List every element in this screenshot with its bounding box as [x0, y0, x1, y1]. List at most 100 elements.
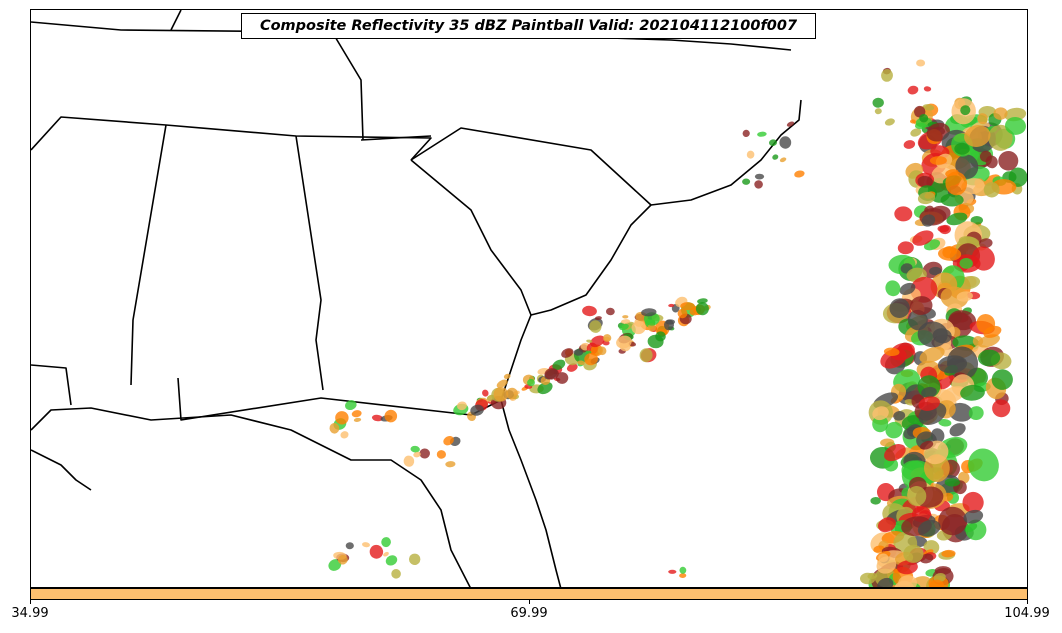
reflectivity-blob: [754, 180, 763, 189]
reflectivity-blob: [903, 544, 924, 563]
reflectivity-blob: [647, 323, 656, 332]
reflectivity-blob: [742, 129, 750, 138]
reflectivity-blob: [619, 323, 629, 331]
reflectivity-blob: [573, 348, 584, 356]
reflectivity-blob: [436, 450, 446, 459]
reflectivity-blob: [1004, 107, 1027, 122]
reflectivity-blob: [794, 170, 805, 178]
reflectivity-blob: [381, 537, 391, 548]
reflectivity-blob: [963, 509, 984, 524]
reflectivity-blob: [961, 178, 985, 195]
reflectivity-blob: [992, 399, 1011, 418]
colorbar-tick-label-middle: 69.99: [510, 606, 548, 621]
reflectivity-blob: [962, 491, 984, 514]
tennessee-southern-border: [31, 116, 432, 161]
reflectivity-blob: [1005, 116, 1026, 135]
reflectivity-blob: [965, 519, 987, 541]
reflectivity-blob: [695, 302, 709, 316]
reflectivity-blob: [916, 59, 926, 67]
florida-atlantic-coast: [500, 399, 562, 587]
chart-title: Composite Reflectivity 35 dBZ Paintball …: [241, 13, 816, 39]
reflectivity-blob: [940, 193, 964, 207]
reflectivity-blob: [586, 339, 593, 343]
reflectivity-blob: [577, 360, 585, 365]
reflectivity-blob: [337, 554, 348, 565]
reflectivity-blob: [639, 348, 653, 363]
reflectivity-blob: [978, 238, 993, 249]
reflectivity-blob: [896, 560, 918, 575]
reflectivity-blob: [877, 577, 894, 587]
reflectivity-blob: [881, 69, 893, 82]
reflectivity-blob: [594, 316, 602, 321]
reflectivity-blob: [371, 414, 383, 422]
louisiana-coast: [31, 449, 92, 491]
reflectivity-blob: [910, 296, 933, 315]
reflectivity-blob: [938, 506, 967, 536]
reflectivity-blob: [991, 369, 1013, 390]
reflectivity-blob: [506, 387, 518, 400]
reflectivity-blob: [493, 386, 509, 402]
reflectivity-blob: [923, 86, 932, 92]
reflectivity-blob: [956, 291, 973, 302]
reflectivity-blob: [934, 566, 952, 575]
reflectivity-blob: [983, 325, 1002, 338]
reflectivity-blob: [391, 568, 401, 579]
reflectivity-blob: [746, 150, 755, 159]
reflectivity-blob: [622, 315, 629, 319]
reflectivity-blob: [482, 389, 489, 397]
reflectivity-blob: [949, 423, 966, 437]
reflectivity-blob: [668, 303, 675, 308]
reflectivity-blob: [998, 150, 1019, 171]
reflectivity-blob: [910, 119, 916, 124]
reflectivity-blob: [921, 214, 936, 227]
reflectivity-blob: [985, 155, 998, 169]
colorbar: [30, 588, 1028, 600]
reflectivity-blob: [899, 282, 916, 295]
reflectivity-blob: [408, 553, 421, 565]
reflectivity-blob: [589, 320, 602, 333]
reflectivity-blob: [353, 417, 362, 422]
reflectivity-blob: [677, 308, 688, 319]
reflectivity-blob: [939, 224, 951, 235]
reflectivity-blob: [918, 396, 940, 411]
reflectivity-blob: [884, 118, 895, 126]
reflectivity-blob: [419, 448, 430, 459]
reflectivity-blob: [919, 440, 934, 450]
reflectivity-blob: [912, 230, 934, 246]
reflectivity-blob: [937, 355, 968, 374]
reflectivity-blob: [940, 286, 969, 309]
reflectivity-blob: [620, 319, 631, 324]
al-ga-border: [295, 135, 324, 391]
reflectivity-blob: [544, 368, 559, 380]
reflectivity-blob: [754, 173, 765, 180]
reflectivity-blob: [914, 122, 927, 130]
reflectivity-blob: [582, 305, 597, 317]
ga-sc-border: [410, 159, 532, 316]
reflectivity-blob: [894, 206, 913, 222]
colorbar-tick-mark-right: [1027, 600, 1028, 604]
reflectivity-blob: [941, 549, 956, 558]
reflectivity-blob: [929, 579, 945, 587]
reflectivity-blob: [679, 573, 687, 579]
south-carolina-coast: [530, 204, 652, 316]
reflectivity-blob: [655, 331, 666, 342]
reflectivity-blob: [410, 445, 420, 453]
reflectivity-blob: [948, 310, 977, 331]
reflectivity-blob: [328, 559, 342, 571]
reflectivity-blob: [362, 542, 370, 548]
reflectivity-blob: [351, 410, 362, 418]
north-carolina-coast: [650, 99, 802, 206]
reflectivity-blob: [893, 410, 906, 421]
reflectivity-blob: [919, 553, 934, 564]
reflectivity-blob: [946, 212, 968, 226]
reflectivity-blob: [910, 128, 922, 137]
reflectivity-blob: [894, 580, 915, 587]
reflectivity-blob: [786, 121, 795, 127]
reflectivity-blob: [668, 569, 677, 574]
reflectivity-blob: [597, 346, 607, 356]
map-canvas: [31, 10, 1027, 587]
reflectivity-blob: [369, 544, 384, 559]
florida-northern-border: [31, 364, 502, 421]
reflectivity-blob: [907, 85, 919, 95]
reflectivity-blob: [590, 335, 605, 348]
